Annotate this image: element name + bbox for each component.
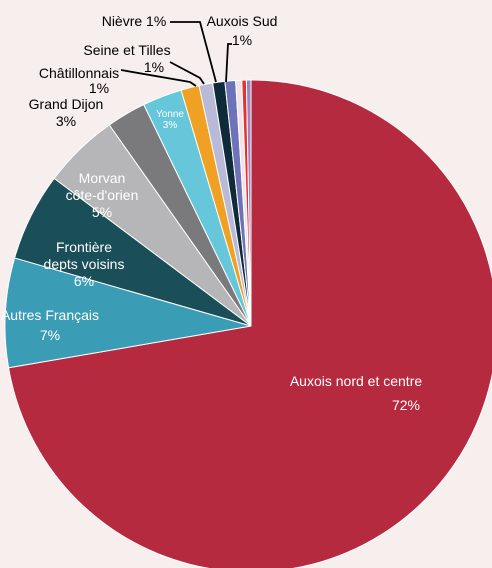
slice-percent: 1% [144,59,164,75]
leader-line [225,43,232,83]
slice-percent: 1% [232,32,252,48]
leader-line [170,21,217,83]
leader-line [169,61,205,85]
slice-label: Nièvre 1% [102,13,167,29]
pie-slice [4,257,252,369]
leader-line [120,69,197,87]
slice-percent: 7% [40,327,60,343]
slice-label: depts voisins [44,256,125,272]
slice-labels: Auxois nord et centre 72% Autres Français 7… [1,13,422,413]
slice-label: Yonne [156,109,184,120]
slice-label: Auxois nord et centre [290,373,423,389]
pie-slices [4,79,492,568]
pie-slice [8,79,492,568]
slice-label: Châtillonnais [39,65,119,81]
slice-label: Autres Français [1,307,99,323]
slice-percent: 72% [392,397,420,413]
slice-label: Grand Dijon [29,96,104,112]
slice-label: Frontière [56,239,112,255]
leader-lines [120,21,232,87]
slice-label: côte-d'orien [66,187,139,203]
slice-label: Auxois Sud [207,13,278,29]
slice-percent: 6% [74,273,94,289]
pie-slice [245,79,252,327]
slice-label: Seine et Tilles [83,42,170,58]
slice-percent: 5% [92,204,112,220]
slice-label: Morvan [79,170,126,186]
slice-percent: 3% [56,113,76,129]
slice-percent: 1% [89,80,109,96]
slice-percent: 3% [163,120,178,131]
